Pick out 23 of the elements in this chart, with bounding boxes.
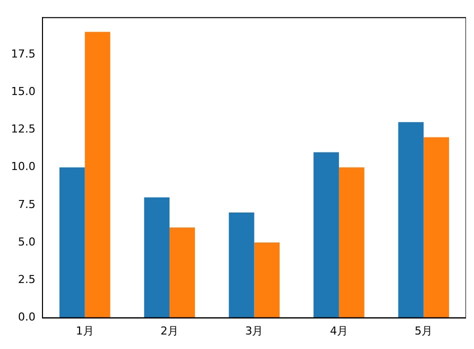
bar (170, 228, 195, 318)
bar (84, 32, 110, 318)
bar (338, 167, 364, 318)
y-tick-label: 17.5 (10, 47, 36, 60)
y-tick-label: 7.5 (18, 198, 36, 211)
y-tick-label: 5.0 (18, 235, 36, 248)
y-tick-label: 10.0 (10, 160, 36, 174)
bar (424, 137, 450, 318)
bar (144, 197, 170, 318)
bar (59, 167, 85, 318)
bar (314, 152, 339, 318)
bar (228, 212, 254, 318)
bar (254, 242, 280, 318)
y-tick-label: 12.5 (10, 122, 36, 136)
x-tick-label: 4月 (330, 324, 348, 338)
x-tick-label: 1月 (76, 324, 94, 338)
y-tick-label: 2.5 (18, 273, 36, 286)
x-tick-label: 2月 (160, 324, 179, 338)
y-tick-label: 15.0 (10, 84, 36, 98)
y-tick-label: 0.0 (18, 310, 36, 324)
bar (398, 122, 424, 318)
x-tick-label: 3月 (245, 324, 264, 338)
x-tick-label: 5月 (414, 324, 433, 338)
